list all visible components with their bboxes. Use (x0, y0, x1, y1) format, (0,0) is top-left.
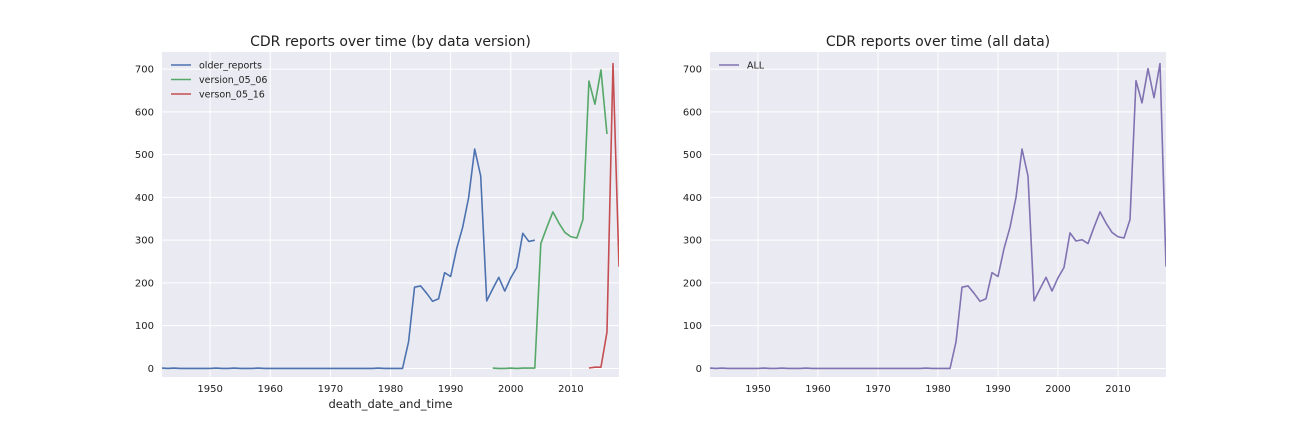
y-tick-label: 0 (696, 364, 702, 375)
series-group (710, 62, 1166, 370)
y-tick-label: 200 (683, 278, 702, 289)
x-tick-label: 1990 (985, 384, 1010, 395)
y-tick-label: 300 (683, 236, 702, 247)
y-tick-label: 400 (135, 193, 154, 204)
y-tick-label: 100 (135, 321, 154, 332)
y-tick-label: 700 (683, 65, 702, 76)
x-tick-label: 1970 (318, 384, 343, 395)
legend-label: version_05_06 (199, 75, 267, 86)
x-tick-label: 2010 (1105, 384, 1130, 395)
series-line-ALL (710, 62, 1166, 370)
gridlines (162, 52, 619, 377)
y-tick-label: 500 (135, 150, 154, 161)
x-tick-label: 1980 (378, 384, 403, 395)
x-tick-label: 1950 (745, 384, 770, 395)
legend: ALL (719, 61, 765, 72)
x-tick-label: 1990 (438, 384, 463, 395)
series-line-version_05_06 (492, 69, 608, 370)
y-tick-label: 600 (135, 107, 154, 118)
series-group (162, 62, 619, 370)
x-tick-label: 1980 (925, 384, 950, 395)
y-tick-label: 200 (135, 278, 154, 289)
y-tick-label: 700 (135, 65, 154, 76)
chart-title: CDR reports over time (all data) (826, 34, 1050, 50)
x-tick-label: 1960 (805, 384, 830, 395)
x-tick-label: 1950 (197, 384, 222, 395)
chart-title: CDR reports over time (by data version) (250, 34, 531, 50)
legend-label: verson_05_16 (199, 90, 265, 101)
y-tick-label: 100 (683, 321, 702, 332)
y-tick-label: 400 (683, 193, 702, 204)
x-tick-label: 1970 (865, 384, 890, 395)
y-tick-label: 500 (683, 150, 702, 161)
x-tick-label: 2000 (1045, 384, 1070, 395)
y-tick-label: 300 (135, 236, 154, 247)
series-line-older_reports (162, 148, 535, 370)
legend-label: older_reports (199, 61, 262, 72)
x-tick-label: 2010 (558, 384, 583, 395)
x-tick-label: 1960 (258, 384, 283, 395)
x-axis-label: death_date_and_time (328, 397, 452, 411)
legend-label: ALL (747, 61, 765, 72)
gridlines (710, 52, 1166, 377)
y-tick-label: 600 (683, 107, 702, 118)
chart-panel-1: 1950 1960 1970 1980 1990 2000 2010 0 100 200 300 40… (683, 34, 1166, 395)
series-line-verson_05_16 (588, 62, 619, 369)
legend: older_reports version_05_06 verson_05_16 (171, 61, 267, 101)
x-tick-label: 2000 (498, 384, 523, 395)
y-tick-label: 0 (148, 364, 154, 375)
chart-panel-0: 1950 1960 1970 1980 1990 2000 2010 0 100 200 300 40… (135, 34, 619, 411)
